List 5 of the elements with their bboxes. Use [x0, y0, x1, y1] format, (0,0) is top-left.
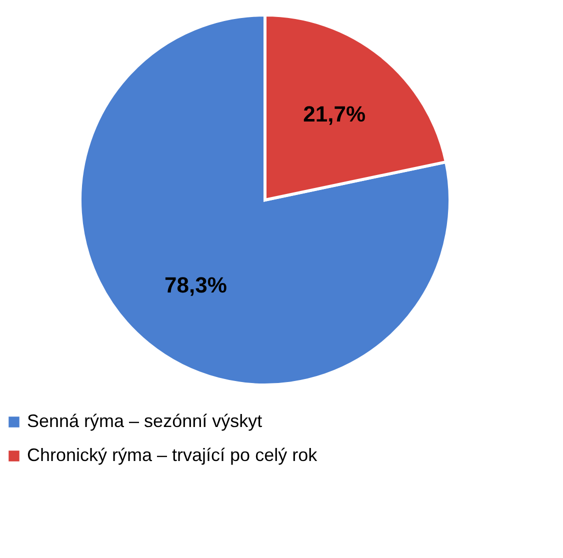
- legend-label: Chronický rýma – trvající po celý rok: [27, 445, 318, 465]
- legend-label: Senná rýma – sezónní výskyt: [27, 411, 262, 431]
- pie-slice: [78, 14, 452, 386]
- data-label: 21,7%: [303, 102, 366, 127]
- data-label: 78,3%: [164, 272, 227, 298]
